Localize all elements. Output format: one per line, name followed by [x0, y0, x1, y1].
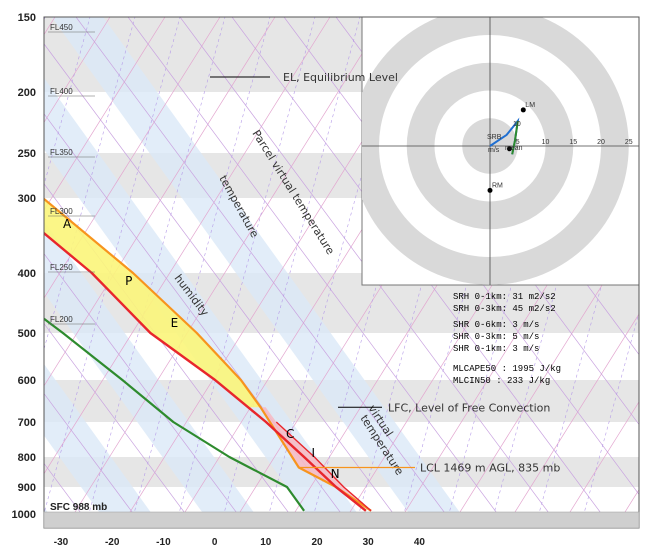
hodograph-point	[487, 187, 493, 193]
moist-adiabat-line	[44, 392, 145, 528]
pressure-tick-label: 600	[18, 375, 36, 387]
cin-letter: N	[331, 467, 340, 481]
mixing-ratio-line	[264, 17, 406, 528]
temperature-tick-label: 40	[414, 537, 426, 548]
dry-adiabat-line	[504, 313, 639, 528]
hodograph-label-units: m/s	[488, 147, 500, 154]
surface-label: SFC 988 mb	[50, 502, 107, 513]
pressure-tick-label: 250	[18, 148, 36, 160]
dry-adiabat-line	[44, 17, 331, 475]
stats-line: SHR 0-1km: 3 m/s	[453, 344, 539, 354]
stats-line: MLCAPE50 : 1995 J/kg	[453, 364, 561, 374]
stats-panel: SRH 0-1km: 31 m2/s2 SRH 0-3km: 45 m2/s2 SH…	[453, 292, 561, 386]
hodograph-point-label: LM	[525, 102, 535, 109]
dry-adiabat-line	[44, 17, 111, 124]
virtual-temperature-line	[275, 421, 372, 512]
hodograph-point	[506, 146, 512, 152]
flight-level-label: FL200	[50, 315, 73, 324]
moist-adiabat-line	[648, 17, 660, 528]
dry-adiabat-line	[64, 17, 386, 528]
hodograph-tick-label: 5	[516, 139, 520, 146]
flight-level-label: FL400	[50, 87, 73, 96]
pressure-tick-label: 400	[18, 268, 36, 280]
temperature-line	[44, 231, 367, 512]
temperature-tick-label: 30	[363, 537, 375, 548]
parcel-virtual-temperature-line	[44, 197, 372, 512]
mixing-ratio-line	[129, 17, 271, 528]
hodograph-label-mean: mean	[505, 145, 523, 152]
pressure-tick-label: 1000	[12, 509, 36, 521]
humidity-line	[44, 317, 305, 512]
moist-adiabat-line	[75, 17, 457, 528]
hodograph-label-10: 10	[513, 121, 521, 128]
temperature-tick-label: 20	[311, 537, 323, 548]
dry-adiabat-line	[44, 17, 221, 299]
temperature-tick-label: -20	[105, 537, 120, 548]
cape-letter: A	[63, 217, 72, 231]
pressure-tick-label: 300	[18, 193, 36, 205]
isotherm-band	[51, 17, 472, 528]
hodograph-tick-label: 15	[569, 139, 577, 146]
pressure-tick-label: 700	[18, 417, 36, 429]
flight-level-label: FL250	[50, 263, 73, 272]
dry-adiabat-line	[44, 17, 166, 211]
stats-line: MLCIN50 : 233 J/kg	[453, 376, 550, 386]
flight-level-label: FL450	[50, 23, 73, 32]
moist-adiabat-line	[44, 323, 197, 528]
mixing-ratio-line	[174, 17, 316, 528]
cape-letter: E	[171, 316, 179, 330]
moist-adiabat-line	[127, 17, 509, 528]
pressure-tick-label: 200	[18, 87, 36, 99]
hodograph-trace-upper	[511, 120, 519, 155]
stats-line: SHR 0-6km: 3 m/s	[453, 320, 539, 330]
temperature-tick-label: -10	[156, 537, 171, 548]
temperature-tick-label: 10	[260, 537, 272, 548]
lfc-label: LFC, Level of Free Convection	[388, 401, 550, 414]
dry-adiabat-line	[559, 401, 639, 528]
cin-letter: C	[286, 427, 294, 441]
pressure-tick-label: 900	[18, 482, 36, 494]
mixing-ratio-line	[84, 17, 226, 528]
cape-letter: P	[125, 274, 132, 288]
flight-level-label: FL350	[50, 148, 73, 157]
pressure-tick-label: 800	[18, 452, 36, 464]
hodograph-label-srb: SRB	[487, 134, 502, 141]
mixing-ratio-line	[44, 17, 136, 351]
hodograph-point	[520, 107, 526, 113]
hodograph-tick-label: 25	[625, 139, 633, 146]
cape-area	[44, 198, 261, 408]
lcl-label: LCL 1469 m AGL, 835 mb	[420, 462, 560, 475]
mixing-ratio-line	[219, 17, 361, 528]
surface-strip	[43, 511, 640, 529]
temperature-tick-label: 0	[212, 537, 218, 548]
temperature-tick-label: -30	[54, 537, 69, 548]
stats-line: SRH 0-1km: 31 m2/s2	[453, 292, 556, 302]
pressure-tick-label: 150	[18, 12, 36, 24]
moist-adiabat-line	[44, 43, 405, 528]
pressure-tick-label: 500	[18, 328, 36, 340]
flight-level-label: FL300	[50, 207, 73, 216]
el-label: EL, Equilibrium Level	[283, 71, 398, 84]
stats-line: SRH 0-3km: 45 m2/s2	[453, 304, 556, 314]
hodograph-tick-label: 10	[542, 139, 550, 146]
hodograph-tick-label: 20	[597, 139, 605, 146]
hodograph-point-label: RM	[492, 182, 503, 189]
cin-letter: I	[312, 446, 316, 460]
stats-line: SHR 0-3km: 5 m/s	[453, 332, 539, 342]
moist-adiabat-line	[44, 253, 249, 528]
